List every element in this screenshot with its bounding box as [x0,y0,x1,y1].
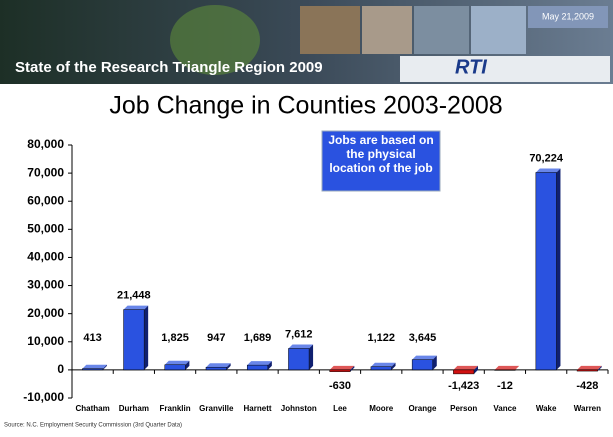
x-tick-label: Wake [536,404,557,413]
value-label: 21,448 [117,290,151,302]
x-tick-label: Johnston [281,404,317,413]
x-tick-label: Person [450,404,477,413]
banner-photo [528,6,608,28]
banner-photo [414,6,469,54]
source: Source: N.C. Employment Security Commiss… [4,423,182,429]
bar-top [164,360,190,365]
value-label: 1,689 [244,332,272,344]
bar-side [391,362,396,370]
value-label: 70,224 [529,152,564,164]
bar-side [309,344,314,370]
value-label: 947 [207,332,225,344]
bar [205,366,227,371]
x-tick-label: Durham [119,404,149,413]
x-tick-label: Chatham [75,404,109,413]
bar [535,172,557,371]
bar-side [144,305,149,370]
bar-top [123,305,149,310]
bar-side [350,365,355,372]
bar-side [102,364,107,370]
bar [494,369,516,371]
bar-top [577,365,602,370]
banner-photo [471,6,526,54]
bar-top [494,365,520,370]
y-tick-label: 10,000 [27,334,64,348]
bar-top [453,365,478,370]
value-label: 3,645 [409,332,437,344]
y-tick-label: 40,000 [27,250,64,264]
logo: RTI [455,56,487,78]
banner-date: May 21,2009 [542,11,594,21]
y-tick-label: 80,000 [27,137,64,151]
bar [453,369,475,375]
y-tick-label: 70,000 [27,165,64,179]
value-label: -428 [576,380,598,392]
y-tick-label: 30,000 [27,278,64,292]
value-label: -12 [497,380,513,392]
annotation: Jobs are based on the physical location … [328,133,434,175]
annotation-text: Jobs are based on the physical location … [328,133,434,175]
bar-side [474,365,478,374]
y-tick-label: 50,000 [27,222,64,236]
banner-subtitle: State of the Research Triangle Region 20… [15,59,323,76]
bar-side [185,360,190,370]
annotation-box [321,130,441,192]
bar-top [329,365,355,370]
bar [288,348,310,371]
bar-side [597,365,602,372]
plot: -10,000 0 10,000 20,000 30,000 40,000 50,000 60… [23,137,609,413]
y-tick-label: 60,000 [27,193,64,207]
bar [576,369,598,372]
bar-top [535,168,561,173]
value-label: 1,122 [367,332,395,344]
bar-top [247,361,272,366]
chart-title: Job Change in Counties 2003-2008 [109,92,502,120]
bar-top [370,362,396,367]
y-tick-label: 20,000 [27,306,64,320]
bar-side [556,168,561,370]
bar [82,368,104,371]
x-tick-label: Vance [493,404,517,413]
x-tick-label: Warren [574,404,601,413]
bar-top [412,355,437,360]
bar [164,364,186,371]
x-tick-label: Orange [408,404,437,413]
bar-side [267,361,272,370]
bar [123,309,145,371]
value-label: 1,825 [161,332,189,344]
x-tick-label: Moore [369,404,394,413]
banner-graphic [170,5,260,75]
x-tick-label: Harnett [244,404,272,413]
x-tick-label: Granville [199,404,234,413]
x-tick-label: Lee [333,404,347,413]
value-label: -630 [329,380,351,392]
y-tick-label: 0 [57,362,64,376]
bar [246,364,269,371]
bar-top [288,344,314,349]
bar [370,366,392,371]
bar-side [226,363,231,370]
value-label: 7,612 [285,328,313,340]
value-label: -1,423 [448,380,479,392]
bar-side [515,365,520,370]
value-label: 413 [83,332,101,344]
banner-photo [362,6,412,54]
bar-top [82,364,107,369]
banner-photo [300,6,360,54]
bar-top [206,363,231,368]
bar-side [432,355,437,370]
x-tick-label: Franklin [160,404,191,413]
bar [329,369,351,372]
y-tick-label: -10,000 [23,390,64,404]
bar [411,359,434,371]
logo-bg [400,56,610,82]
